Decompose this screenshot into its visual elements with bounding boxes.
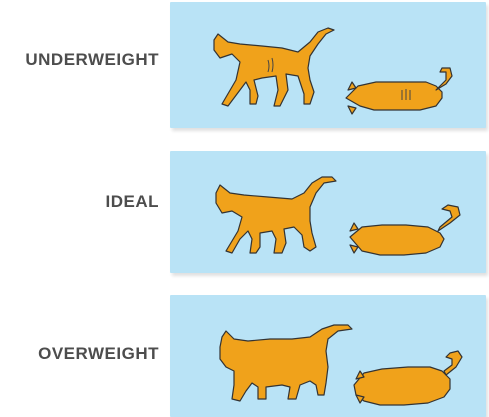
thin-cat-side-icon (213, 27, 335, 107)
ideal-cat-top-icon (349, 204, 461, 256)
illustration-panel (170, 295, 486, 417)
fat-cat-side-icon (219, 324, 353, 402)
ideal-cat-side-icon (215, 176, 337, 254)
fat-cat-top-icon (353, 350, 463, 406)
row-label: UNDERWEIGHT (25, 50, 159, 69)
illustration-panel (170, 2, 486, 128)
thin-cat-top-icon (345, 67, 453, 115)
illustration-panel (170, 151, 486, 273)
row-label: OVERWEIGHT (38, 344, 159, 363)
row-label: IDEAL (105, 192, 159, 211)
